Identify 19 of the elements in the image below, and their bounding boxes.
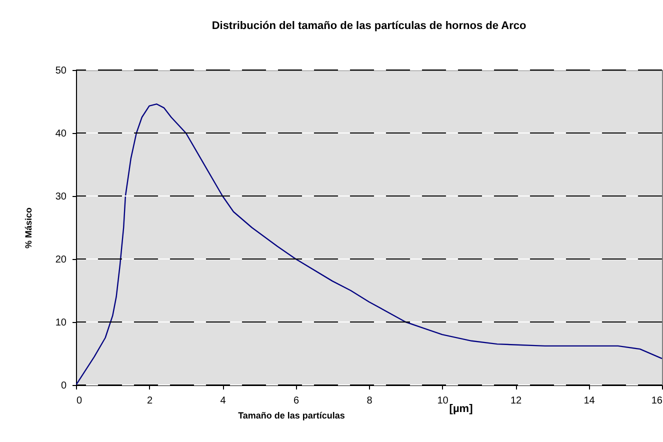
x-tick-label: 4 (220, 396, 226, 406)
y-tick-label: 10 (55, 318, 67, 328)
x-tick-label: 12 (510, 396, 522, 406)
y-tick-label: 30 (55, 192, 67, 202)
x-tick-label: 16 (651, 396, 663, 406)
x-tick-label: 8 (366, 396, 373, 406)
x-tick-label: 10 (437, 396, 449, 406)
x-tick-label: 6 (293, 396, 300, 406)
x-tick-label: 2 (146, 396, 153, 406)
y-tick-label: 0 (60, 380, 67, 392)
y-tick-label: 20 (55, 254, 67, 266)
chart-title: Distribución del tamaño de las partículas de hornos de Arco (212, 20, 526, 32)
x-tick-label: 0 (76, 396, 82, 406)
y-axis-title: % Másico (23, 206, 34, 249)
x-tick-label: 14 (584, 396, 596, 406)
y-tick-label: 40 (55, 128, 67, 140)
text: [µm] (449, 403, 474, 415)
x-axis-title: Tamaño de las partículas (238, 410, 345, 420)
y-tick-label: 50 (55, 66, 67, 76)
